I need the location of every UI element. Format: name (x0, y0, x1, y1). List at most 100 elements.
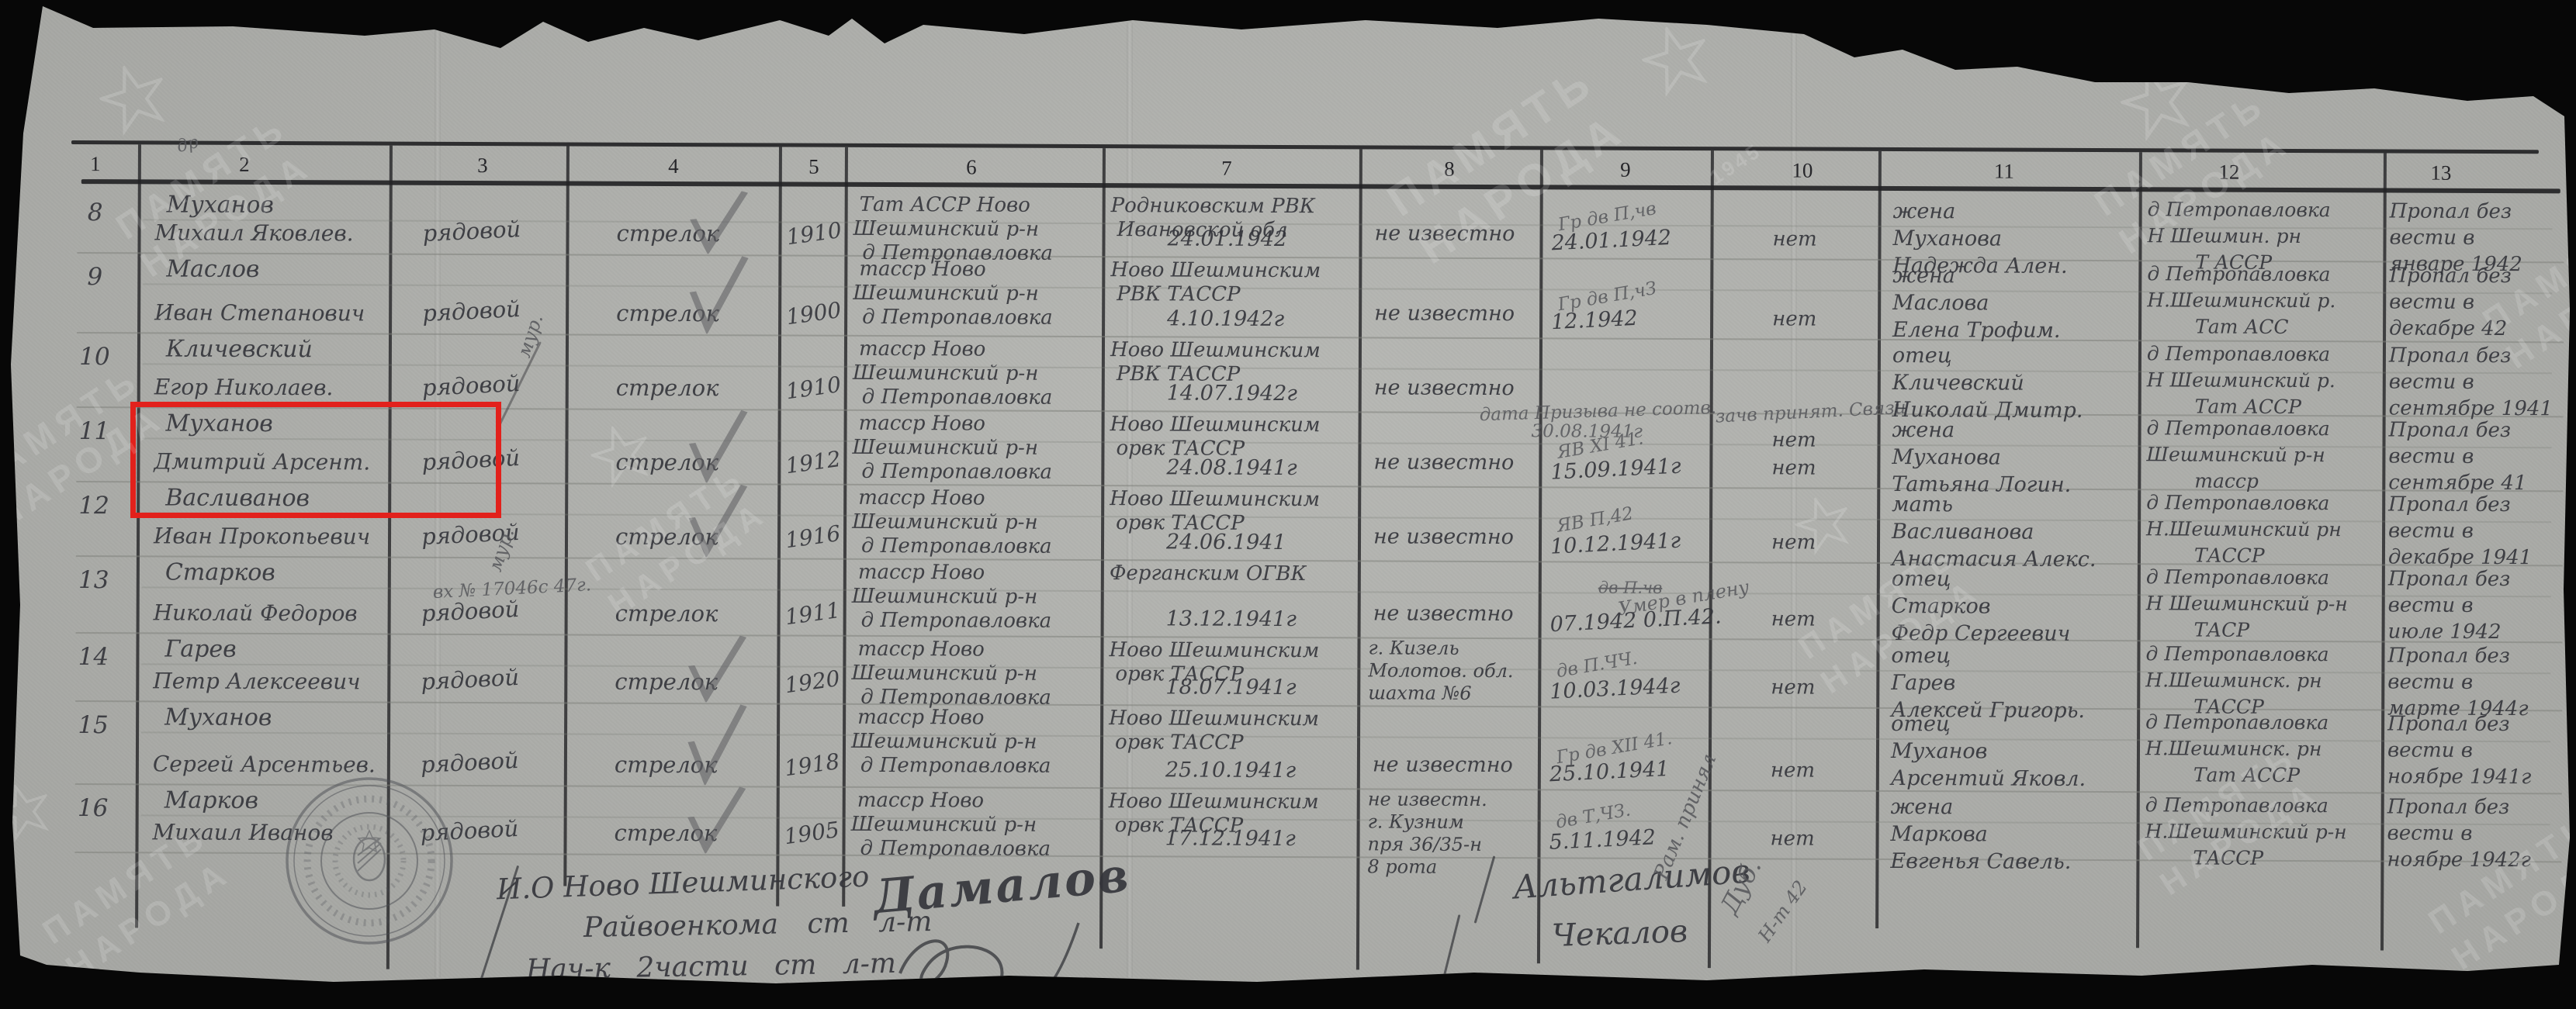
watermark-star-icon (587, 423, 649, 488)
award-none: нет (1770, 758, 1816, 783)
column-header-13: 13 (2430, 161, 2452, 185)
pencil-checkmark (688, 484, 748, 558)
conclusion-line: вести в (2387, 670, 2474, 694)
drafted-line: Ново Шешминским (1110, 413, 1321, 437)
report-date: 24.01.1942 (1550, 225, 1672, 256)
birthplace-line: Шешминский р-н (852, 435, 1039, 460)
conclusion-line: июле 1942 (2387, 620, 2502, 644)
pencil-checkmark (687, 704, 747, 786)
conclusion-line: вести в (2388, 519, 2474, 543)
conclusion-line: Пропал без (2389, 199, 2512, 224)
row-number: 9 (87, 263, 103, 292)
givenname-line: Николай Федоров (153, 600, 358, 627)
birth-year: 1900 (784, 297, 843, 330)
pencil-checkmark (688, 409, 748, 484)
row-number: 13 (78, 566, 109, 595)
givenname-line: Петр Алексеевич (153, 668, 361, 695)
relative-address-line: Н.Шешминский р. (2147, 289, 2336, 313)
award-none: нет (1771, 428, 1816, 452)
birth-year: 1905 (782, 817, 841, 850)
birthplace-line: д Петропавловка (861, 385, 1053, 409)
last-info-line: Молотов. обл. (1368, 659, 1514, 682)
report-date: 10.03.1944г (1549, 673, 1681, 704)
drafted-line: орвк ТАССР (1114, 731, 1244, 755)
watermark-star-icon (2117, 64, 2190, 142)
report-date: 10.12.1941г (1549, 528, 1681, 559)
birthplace-line: Шешминский р-н (852, 361, 1039, 385)
relative-address-line: д Петропавловка (2147, 262, 2331, 286)
rank-value: рядовой (421, 369, 521, 402)
last-info: не известно (1372, 752, 1513, 778)
conclusion-line: сентябре 41 (2388, 471, 2527, 496)
column-header-3: 3 (477, 154, 488, 178)
relative-line: жена (1890, 795, 1954, 820)
pencil-checkmark (689, 256, 749, 335)
relative-address-line: Шешминский р-н (2146, 443, 2325, 467)
report-date: 07.1942 0.П.42. (1549, 604, 1723, 638)
birthplace-line: Шешминский р-н (853, 281, 1039, 306)
birthplace-line: тасср Ново (857, 705, 985, 730)
birthplace-line: д Петропавловка (860, 534, 1052, 558)
surname-line: Муханов (164, 703, 272, 732)
draft-date: 24.06.1941 (1165, 530, 1286, 555)
relative-line: мать (1892, 492, 1954, 517)
drafted-line: Ново Шешминским (1108, 790, 1319, 814)
relative-address-line: Н.Шешминск. рн (2145, 669, 2322, 693)
birthplace-line: тасср Ново (858, 485, 985, 510)
givenname-line: Иван Степанович (154, 299, 365, 327)
birthplace-line: д Петропавловка (860, 608, 1052, 633)
conclusion-line: вести в (2389, 226, 2475, 250)
birthplace-line: Шешминский р-н (852, 510, 1038, 534)
surname-line: Гарев (164, 635, 237, 663)
rank-value: рядовой (421, 215, 521, 247)
relative-address-line: ТАСР (2193, 618, 2250, 641)
relative-line: Гарев (1891, 671, 1956, 696)
row-number: 15 (78, 711, 109, 740)
drafted-line: Ново Шешминским (1110, 338, 1321, 363)
last-info-line: не известн. (1367, 788, 1487, 811)
birthplace-line: тасср Ново (857, 637, 985, 662)
pencil-struck-note: дв П.чв (1598, 578, 1663, 597)
relative-line: отец (1892, 344, 1952, 368)
watermark-star-icon (1638, 24, 1708, 97)
relative-line: Муханова (1892, 226, 2003, 251)
draft-date: 4.10.1942г (1167, 306, 1285, 332)
relative-line: отец (1891, 712, 1951, 737)
watermark-star-icon (11, 783, 50, 843)
report-date: 5.11.1942 (1548, 825, 1657, 855)
signature-right-2: Чекалов (1551, 913, 1688, 955)
conclusion-line: ноябре 1941г (2387, 765, 2532, 790)
row-rule (75, 555, 2563, 567)
conclusion-line: вести в (2388, 370, 2474, 394)
relative-address-line: д Петропавловка (2146, 416, 2330, 441)
report-date: 15.09.1941г (1549, 454, 1682, 485)
column-divider (776, 147, 782, 907)
birth-year: 1910 (784, 371, 843, 405)
drafted-line: Родниковским РВК (1110, 194, 1315, 219)
last-info: не известно (1373, 524, 1515, 550)
conclusion-line: Пропал без (2387, 567, 2511, 592)
report-date: 25.10.1941 (1549, 756, 1671, 787)
conclusion-line: сентябре 1941 (2388, 396, 2553, 421)
specialty-value: стрелок (615, 374, 719, 402)
relative-address-line: д Петропавловка (2146, 342, 2331, 366)
award-none: нет (1772, 307, 1817, 331)
column-divider (1536, 150, 1543, 964)
birthplace-line: тасср Ново (857, 560, 985, 585)
column-header-7: 7 (1221, 156, 1232, 180)
birth-year: 1916 (784, 520, 843, 554)
surname-line: Кличевский (165, 335, 313, 364)
column-header-5: 5 (808, 154, 819, 178)
pencil-checkmark (690, 191, 749, 255)
givenname-line: Егор Николаев. (154, 374, 334, 401)
last-info: не известно (1373, 601, 1514, 627)
footer-chief-line: Нач-к 2части ст л-т (525, 947, 897, 987)
paper-crease (1791, 23, 1797, 977)
birth-year: 1910 (784, 217, 843, 251)
relative-line: Васливанова (1892, 520, 2034, 544)
birthplace-line: д Петропавловка (860, 753, 1051, 778)
last-info: не известно (1374, 301, 1515, 327)
draft-date: 24.01.1942 (1167, 226, 1288, 252)
draft-date: 25.10.1941г (1165, 758, 1297, 783)
draft-date: 17.12.1941г (1165, 826, 1296, 852)
